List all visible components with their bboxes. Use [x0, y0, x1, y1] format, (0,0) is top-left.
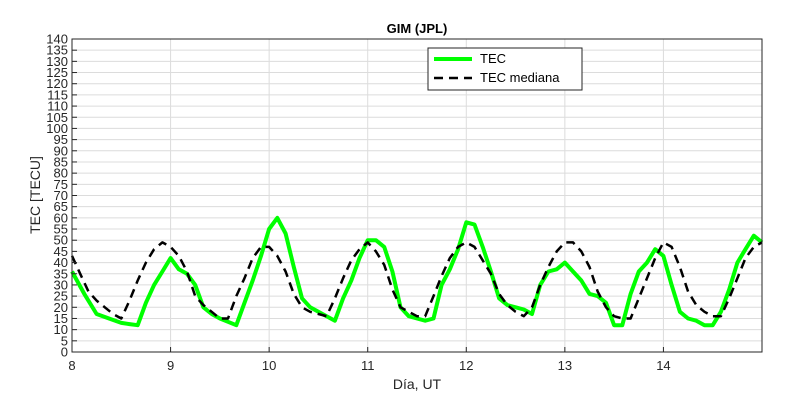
series-layer	[70, 215, 764, 328]
x-axis-label: Día, UT	[393, 376, 442, 392]
y-axis-label: TEC [TECU]	[27, 156, 43, 234]
x-tick-label: 12	[459, 358, 473, 373]
y-tick-label: 140	[46, 32, 68, 47]
legend-label-tec: TEC	[480, 51, 506, 66]
y-tick-label: 60	[54, 210, 68, 225]
legend: TEC TEC mediana	[427, 47, 583, 91]
chart-title: GIM (JPL)	[387, 21, 448, 36]
y-tick-label: 125	[46, 65, 68, 80]
y-tick-label: 105	[46, 110, 68, 125]
x-tick-label: 11	[361, 358, 375, 373]
y-tick-label: 80	[54, 166, 68, 181]
series-line-tec-mediana	[70, 241, 763, 320]
series-line-tec	[70, 215, 764, 328]
y-tick-label: 40	[54, 255, 68, 270]
y-tick-label: 0	[61, 345, 68, 360]
y-tick-label: 50	[54, 233, 68, 248]
x-tick-label: 13	[558, 358, 572, 373]
y-tick-label: 65	[54, 199, 68, 214]
y-tick-label: 30	[54, 277, 68, 292]
y-tick-label: 70	[54, 188, 68, 203]
y-tick-label: 110	[47, 99, 68, 114]
grid-lines	[71, 38, 762, 353]
y-tick-label: 100	[46, 121, 68, 136]
y-tick-label: 135	[46, 43, 68, 58]
y-tick-label: 10	[54, 322, 68, 337]
y-tick-label: 45	[54, 244, 68, 259]
y-tick-label: 130	[46, 54, 68, 69]
legend-box	[427, 47, 583, 91]
y-tick-label: 115	[47, 87, 68, 102]
y-tick-label: 85	[54, 154, 68, 169]
y-tick-label: 5	[61, 333, 68, 348]
y-tick-label: 25	[54, 289, 68, 304]
y-tick-label: 90	[54, 143, 68, 158]
x-tick-label: 14	[656, 358, 670, 373]
legend-label-tec-mediana: TEC mediana	[480, 70, 560, 85]
x-axis-ticks: 8 9 10 11 12 13 14	[68, 347, 671, 373]
y-tick-label: 15	[54, 311, 68, 326]
y-tick-label: 20	[54, 300, 68, 315]
y-tick-label: 75	[54, 177, 68, 192]
y-tick-label: 95	[54, 132, 68, 147]
y-tick-label: 120	[46, 76, 68, 91]
x-tick-label: 10	[262, 358, 276, 373]
y-axis-ticks: 0510152025303540455055606570758085909510…	[46, 32, 77, 360]
y-tick-label: 55	[54, 222, 68, 237]
x-tick-label: 9	[167, 358, 174, 373]
x-tick-label: 8	[68, 358, 75, 373]
y-tick-label: 35	[54, 266, 68, 281]
